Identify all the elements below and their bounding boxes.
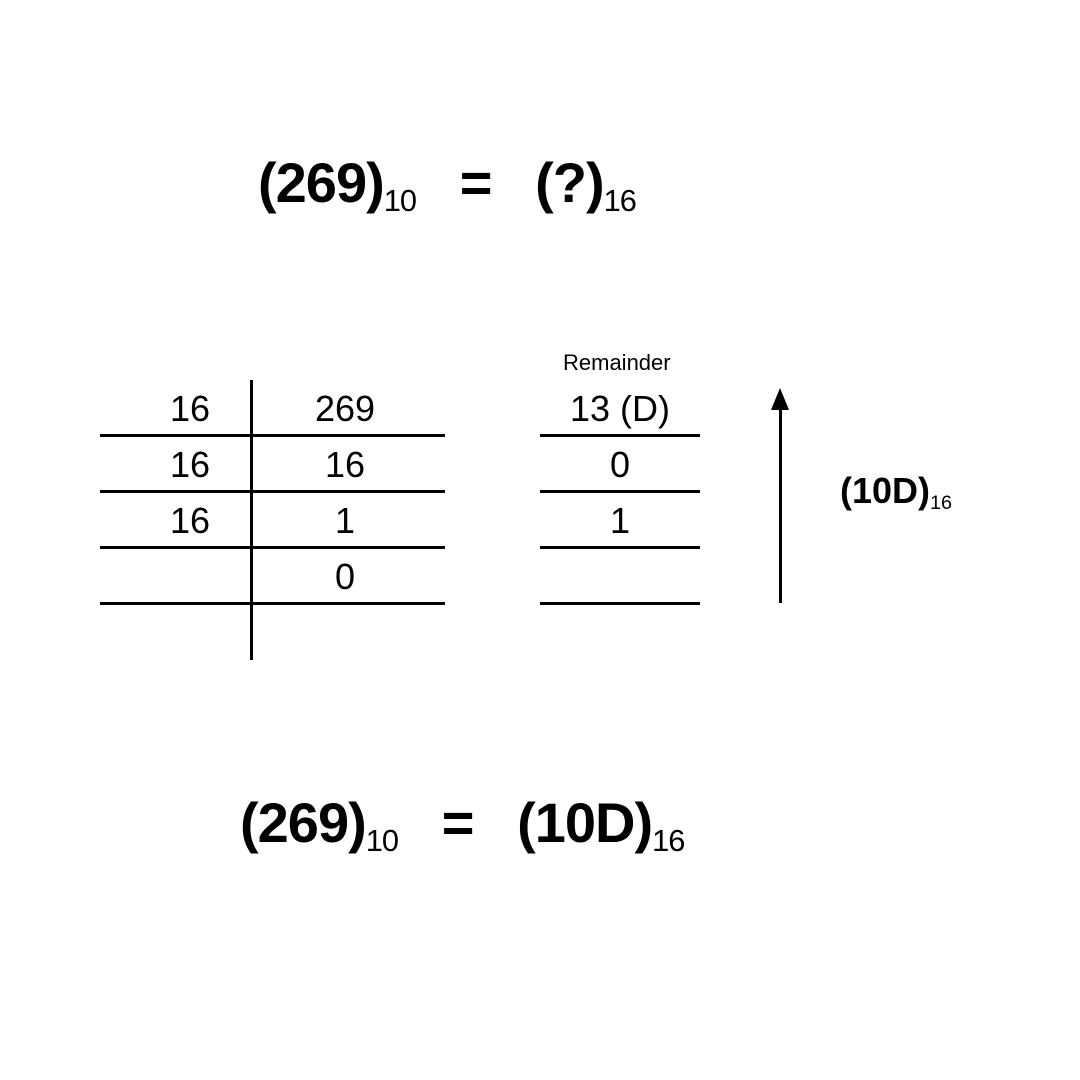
answer-lhs-value: 269 (258, 791, 348, 854)
table-hline (100, 602, 445, 605)
divisor-cell: 16 (140, 444, 240, 486)
arrow-stem (779, 408, 782, 603)
quotient-cell: 1 (260, 500, 430, 542)
paren-open: ( (535, 151, 553, 214)
paren-close: ) (634, 791, 652, 854)
table-hline (100, 434, 445, 437)
quotient-cell: 269 (260, 388, 430, 430)
table-hline (100, 546, 445, 549)
question-rhs-base: 16 (604, 183, 636, 218)
question-lhs-base: 10 (384, 183, 416, 218)
quotient-cell: 0 (260, 556, 430, 598)
table-vline (250, 380, 253, 660)
question-equation: (269)10 = (?)16 (258, 150, 636, 215)
paren-open: ( (840, 470, 852, 511)
question-lhs-value: 269 (276, 151, 366, 214)
remainder-cell: 13 (D) (545, 388, 695, 430)
remainder-heading: Remainder (563, 350, 671, 376)
arrow-up-icon (771, 388, 789, 410)
remainder-hline (540, 434, 700, 437)
answer-rhs-base: 16 (652, 823, 684, 858)
equals-sign: = (460, 151, 492, 214)
remainder-cell: 0 (545, 444, 695, 486)
answer-lhs-base: 10 (366, 823, 398, 858)
paren-open: ( (240, 791, 258, 854)
equals-sign: = (442, 791, 474, 854)
paren-open: ( (258, 151, 276, 214)
paren-close: ) (586, 151, 604, 214)
divisor-cell: 16 (140, 388, 240, 430)
result-value: 10D (852, 470, 918, 511)
paren-close: ) (348, 791, 366, 854)
answer-equation: (269)10 = (10D)16 (240, 790, 684, 855)
question-rhs-value: ? (553, 151, 586, 214)
table-hline (100, 490, 445, 493)
remainder-hline (540, 490, 700, 493)
result-base: 16 (930, 492, 952, 514)
remainder-hline (540, 546, 700, 549)
remainder-hline (540, 602, 700, 605)
paren-close: ) (366, 151, 384, 214)
divisor-cell: 16 (140, 500, 240, 542)
paren-open: ( (517, 791, 535, 854)
paren-close: ) (918, 470, 930, 511)
quotient-cell: 16 (260, 444, 430, 486)
result-inline: (10D)16 (840, 470, 952, 512)
answer-rhs-value: 10D (535, 791, 635, 854)
remainder-cell: 1 (545, 500, 695, 542)
